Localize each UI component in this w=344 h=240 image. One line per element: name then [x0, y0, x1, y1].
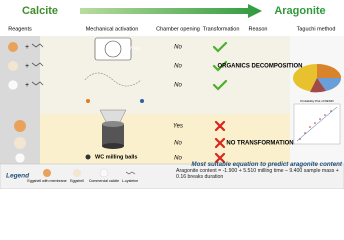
chamber-opening: No — [174, 141, 182, 147]
column-header: Reason — [249, 26, 268, 32]
legend-item: Commercial calcite — [89, 179, 119, 183]
chamber-opening: No — [174, 64, 182, 70]
graphical-abstract: Calcite Aragonite Reagents Mechanical ac… — [0, 4, 344, 189]
chamber-opening: No — [174, 83, 182, 89]
svg-text:+: + — [25, 63, 29, 70]
plot-points — [299, 110, 332, 140]
column-header: Taguchi method — [297, 26, 336, 32]
chamber-opening: Yes — [173, 124, 183, 130]
legend-title: Legend — [6, 173, 30, 180]
reason: NO TRANSFORMATION — [226, 141, 293, 147]
legend-item: L-cysteine — [122, 179, 138, 183]
legend-panel — [0, 163, 344, 189]
arrow — [80, 4, 262, 18]
plot-title: Probability Plot of RESID — [300, 99, 334, 103]
legend-item: Eggshell with membrane — [27, 179, 66, 183]
upper-panel — [0, 36, 290, 114]
column-header: Mechanical activation — [86, 26, 139, 32]
equation-title: Most suitable equation to predict aragon… — [191, 161, 342, 168]
reason: ORGANICS DECOMPOSITION — [217, 64, 302, 70]
chamber-opening: No — [174, 156, 182, 162]
plot-line — [296, 106, 338, 142]
milling-balls-label: WC milling balls — [95, 154, 137, 160]
mill-icon — [84, 37, 144, 160]
legend-item: Eggshell — [70, 179, 84, 183]
svg-text:+: + — [25, 82, 29, 89]
check-icons — [212, 41, 228, 91]
frequency: 11.7 Hz — [122, 46, 141, 52]
lower-panel — [0, 114, 290, 164]
equation: Aragonite content = -1.900 + 5.510 milli… — [176, 168, 339, 181]
to-label: Aragonite — [274, 5, 325, 17]
from-label: Calcite — [22, 5, 58, 17]
reagent-icons: + + + — [7, 42, 44, 164]
column-header: Chamber opening — [156, 26, 200, 32]
diagram: Calcite Aragonite Reagents Mechanical ac… — [0, 4, 344, 189]
column-header: Reagents — [8, 26, 32, 32]
pie-icon — [293, 64, 342, 93]
svg-text:+: + — [25, 44, 29, 51]
chamber-opening: No — [174, 45, 182, 51]
cross-icons — [214, 120, 226, 164]
column-header: Transformation — [203, 26, 240, 32]
